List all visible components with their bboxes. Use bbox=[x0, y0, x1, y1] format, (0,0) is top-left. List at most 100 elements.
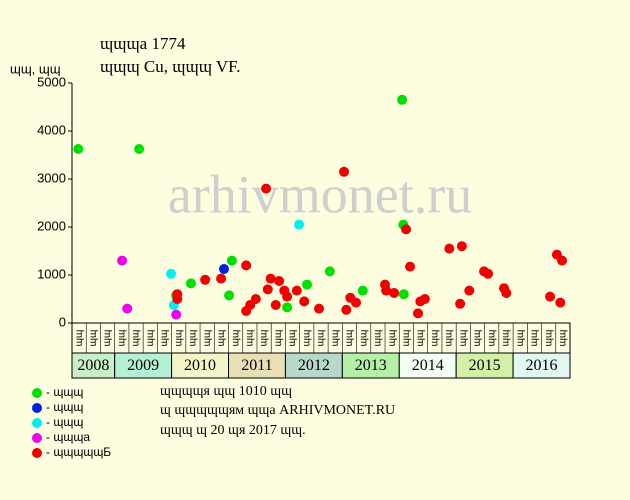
note: ɰ ɰɰɰɰɰям ɰɰа ARHIVMONET.RU bbox=[160, 403, 395, 418]
quarter-label: ɰɰ bbox=[202, 330, 213, 347]
quarter-label: ɰɰ bbox=[387, 330, 398, 347]
point bbox=[339, 166, 350, 177]
legend-marker bbox=[32, 388, 42, 398]
legend-marker bbox=[32, 403, 42, 413]
point bbox=[294, 219, 305, 230]
quarter-label: ɰɰ bbox=[102, 330, 113, 347]
year-label: 2016 bbox=[526, 357, 558, 374]
point bbox=[413, 308, 424, 319]
quarter-label: ɰɰ bbox=[173, 330, 184, 347]
point bbox=[282, 291, 293, 302]
point bbox=[250, 294, 261, 304]
quarter-label: ɰɰ bbox=[316, 330, 327, 347]
point bbox=[171, 309, 182, 320]
y-tick-label: 0 bbox=[59, 314, 66, 329]
y-tick-label: 1000 bbox=[37, 266, 66, 281]
point bbox=[282, 302, 293, 313]
quarter-label: ɰɰ bbox=[429, 330, 440, 347]
quarter-label: ɰɰ bbox=[287, 330, 298, 347]
point bbox=[444, 243, 455, 254]
point bbox=[216, 273, 227, 284]
quarter-label: ɰɰ bbox=[259, 330, 270, 347]
point bbox=[200, 274, 211, 285]
point bbox=[73, 144, 84, 154]
point bbox=[270, 300, 281, 310]
year-label: 2011 bbox=[241, 357, 272, 374]
quarter-label: ɰɰ bbox=[74, 330, 85, 347]
legend-marker bbox=[32, 448, 42, 458]
point bbox=[557, 255, 568, 266]
quarter-label: ɰɰ bbox=[515, 330, 526, 347]
point bbox=[291, 285, 302, 296]
year-label: 2010 bbox=[184, 357, 216, 374]
point bbox=[224, 290, 235, 301]
quarter-label: ɰɰ bbox=[444, 330, 455, 347]
quarter-label: ɰɰ bbox=[344, 330, 355, 347]
chart-subtitle: ɰɰɰ Cu, ɰɰɰ VF. bbox=[100, 57, 241, 76]
legend-marker bbox=[32, 433, 42, 443]
point bbox=[314, 303, 325, 314]
year-cell bbox=[341, 352, 400, 379]
year-label: 2014 bbox=[412, 357, 444, 374]
watermark: arhivmonet.ru bbox=[168, 164, 472, 224]
year-label: 2012 bbox=[298, 357, 330, 374]
y-tick-label: 2000 bbox=[37, 218, 66, 233]
point bbox=[274, 276, 285, 286]
point bbox=[405, 261, 416, 272]
quarter-label: ɰɰ bbox=[159, 330, 170, 347]
point bbox=[302, 279, 313, 290]
legend-label: - ɰɰɰ bbox=[46, 385, 83, 399]
quarter-label: ɰɰ bbox=[458, 330, 469, 347]
chart-title: ɰɰɰа 1774 bbox=[100, 34, 186, 53]
point bbox=[545, 291, 556, 302]
point bbox=[389, 288, 400, 298]
year-label: 2009 bbox=[127, 357, 159, 374]
point bbox=[122, 303, 133, 314]
point bbox=[357, 285, 368, 296]
quarter-label: ɰɰ bbox=[216, 330, 227, 347]
year-cell bbox=[398, 352, 457, 379]
year-label: 2008 bbox=[77, 357, 109, 374]
quarter-label: ɰɰ bbox=[543, 330, 554, 347]
legend-label: - ɰɰɰа bbox=[46, 430, 90, 444]
point bbox=[341, 304, 352, 315]
y-tick-label: 5000 bbox=[37, 74, 66, 89]
point bbox=[262, 284, 273, 295]
quarter-label: ɰɰ bbox=[116, 330, 127, 347]
point bbox=[265, 273, 276, 284]
legend-marker bbox=[32, 418, 42, 428]
quarter-label: ɰɰ bbox=[244, 330, 255, 347]
point bbox=[381, 285, 392, 296]
note: ɰɰɰ ɰ 20 ɰя 2017 ɰɰ. bbox=[160, 423, 306, 438]
point bbox=[555, 297, 566, 308]
point bbox=[456, 241, 467, 252]
point bbox=[261, 183, 272, 194]
point bbox=[351, 297, 362, 308]
quarter-label: ɰɰ bbox=[88, 330, 99, 347]
point bbox=[299, 296, 310, 307]
legend-label: - ɰɰɰɰɰБ bbox=[46, 445, 111, 459]
point bbox=[134, 144, 145, 154]
year-cell bbox=[455, 352, 514, 379]
quarter-label: ɰɰ bbox=[472, 330, 483, 347]
year-label: 2013 bbox=[355, 357, 387, 374]
quarter-label: ɰɰ bbox=[415, 330, 426, 347]
legend-label: - ɰɰɰ bbox=[46, 415, 83, 429]
quarter-label: ɰɰ bbox=[529, 330, 540, 347]
point bbox=[397, 94, 408, 105]
point bbox=[185, 278, 196, 289]
quarter-label: ɰɰ bbox=[145, 330, 156, 347]
y-tick-label: 4000 bbox=[37, 122, 66, 137]
point bbox=[419, 294, 430, 304]
legend-label: - ɰɰɰ bbox=[46, 400, 83, 414]
quarter-label: ɰɰ bbox=[301, 330, 312, 347]
y-axis-label: ɰɰ, ɰɰ bbox=[10, 61, 61, 76]
point bbox=[401, 224, 412, 235]
year-label: 2015 bbox=[469, 357, 501, 374]
quarter-label: ɰɰ bbox=[501, 330, 512, 347]
y-tick-label: 3000 bbox=[37, 170, 66, 185]
quarter-label: ɰɰ bbox=[330, 330, 341, 347]
point bbox=[464, 285, 475, 296]
quarter-label: ɰɰ bbox=[358, 330, 369, 347]
